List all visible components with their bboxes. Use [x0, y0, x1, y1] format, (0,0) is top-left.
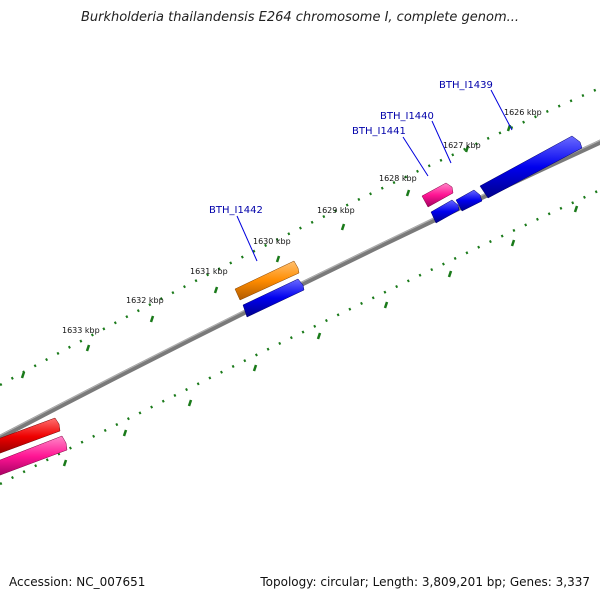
- gene-leader-lines: [236, 89, 513, 262]
- major-tick: [252, 364, 258, 372]
- major-ticks: [20, 124, 512, 379]
- map-title: Burkholderia thailandensis E264 chromoso…: [80, 10, 520, 25]
- major-tick: [62, 459, 68, 467]
- major-tick: [510, 239, 516, 247]
- leader-line: [236, 215, 258, 262]
- tick-label: 1630 kbp: [253, 237, 291, 246]
- major-ticks-lower: [62, 205, 579, 467]
- gene-label-bth-i1441[interactable]: BTH_I1441: [352, 126, 406, 137]
- major-tick: [85, 344, 91, 352]
- gene-feature-blue-small[interactable]: [455, 189, 483, 212]
- major-tick: [187, 399, 193, 407]
- tick-label: 1628 kbp: [379, 174, 417, 183]
- leader-line: [490, 89, 513, 131]
- leader-line: [431, 120, 452, 164]
- major-tick: [383, 301, 389, 309]
- tick-label: 1627 kbp: [443, 141, 481, 150]
- gene-feature-bth-i1442[interactable]: [234, 260, 300, 301]
- gene-feature-bth-i1439[interactable]: [479, 135, 583, 199]
- major-tick: [464, 145, 470, 153]
- reverse-tick-ring: [0, 188, 600, 486]
- accession-text: Accession: NC_007651: [9, 575, 146, 589]
- gene-label-bth-i1442[interactable]: BTH_I1442: [209, 205, 263, 216]
- major-tick: [149, 315, 155, 323]
- major-tick: [275, 255, 281, 263]
- tick-label: 1626 kbp: [504, 108, 542, 117]
- major-tick: [213, 286, 219, 294]
- tick-label: 1633 kbp: [62, 326, 100, 335]
- gene-label-bth-i1439[interactable]: BTH_I1439: [439, 80, 493, 91]
- tick-label: 1632 kbp: [126, 296, 164, 305]
- tick-label: 1631 kbp: [190, 267, 228, 276]
- major-tick: [405, 189, 411, 197]
- major-tick: [316, 332, 322, 340]
- major-tick: [340, 223, 346, 231]
- gene-label-bth-i1440[interactable]: BTH_I1440: [380, 111, 434, 122]
- leader-line: [402, 136, 429, 177]
- summary-text: Topology: circular; Length: 3,809,201 bp…: [260, 575, 590, 589]
- gene-feature-red[interactable]: [0, 417, 61, 455]
- gene-feature-bth-i1441[interactable]: [421, 182, 454, 208]
- tick-label: 1629 kbp: [317, 206, 355, 215]
- gene-feature-blue-mid[interactable]: [430, 199, 460, 224]
- forward-tick-ring: [0, 86, 600, 387]
- major-tick: [573, 205, 579, 213]
- gene-feature-blue-lower[interactable]: [242, 278, 305, 318]
- major-tick: [122, 429, 128, 437]
- gene-feature-pink-lower[interactable]: [0, 435, 68, 477]
- major-tick: [20, 371, 26, 379]
- major-tick: [447, 270, 453, 278]
